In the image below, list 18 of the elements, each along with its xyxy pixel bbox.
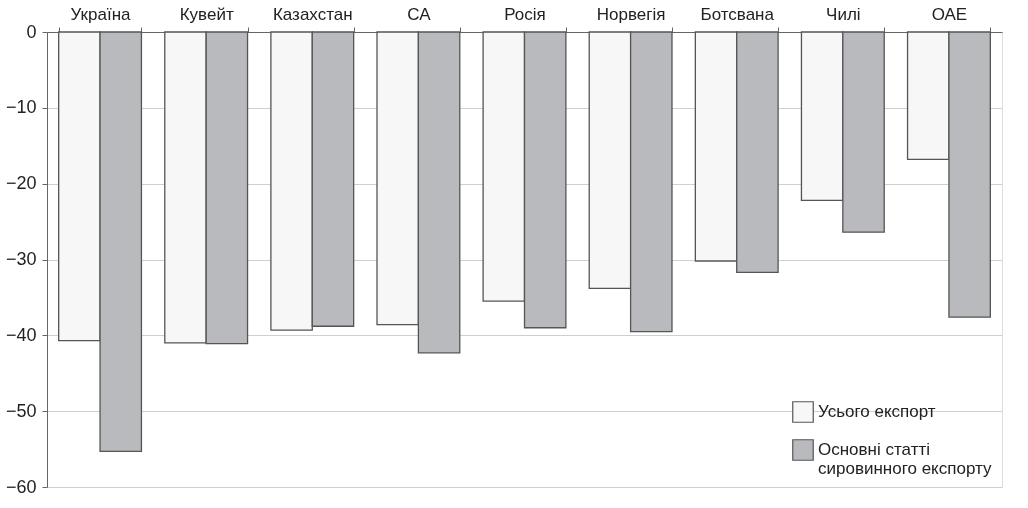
legend-label: Усього експорт	[818, 402, 936, 421]
x-tick-label: Норвегія	[596, 4, 666, 24]
y-tick-label: −50	[5, 400, 37, 421]
x-tick-label: ОАЕ	[931, 4, 968, 24]
legend-label: Основні статті сировинного експорту	[818, 440, 992, 478]
y-tick-label: −60	[5, 476, 37, 497]
x-tick-label: Ботсвана	[700, 4, 775, 24]
y-tick-label: 0	[26, 21, 37, 42]
x-tick-label: Кувейт	[179, 4, 234, 24]
x-tick-label: Росія	[504, 4, 546, 24]
x-tick-label: Казахстан	[272, 4, 353, 24]
y-tick-label: −10	[5, 97, 37, 118]
y-tick-label: −40	[5, 324, 37, 345]
y-tick-label: −30	[5, 249, 37, 269]
x-tick-label: Україна	[70, 4, 132, 24]
y-tick-label: −20	[5, 173, 37, 194]
x-tick-label: СА	[407, 4, 432, 24]
x-tick-label: Чилі	[826, 4, 861, 24]
